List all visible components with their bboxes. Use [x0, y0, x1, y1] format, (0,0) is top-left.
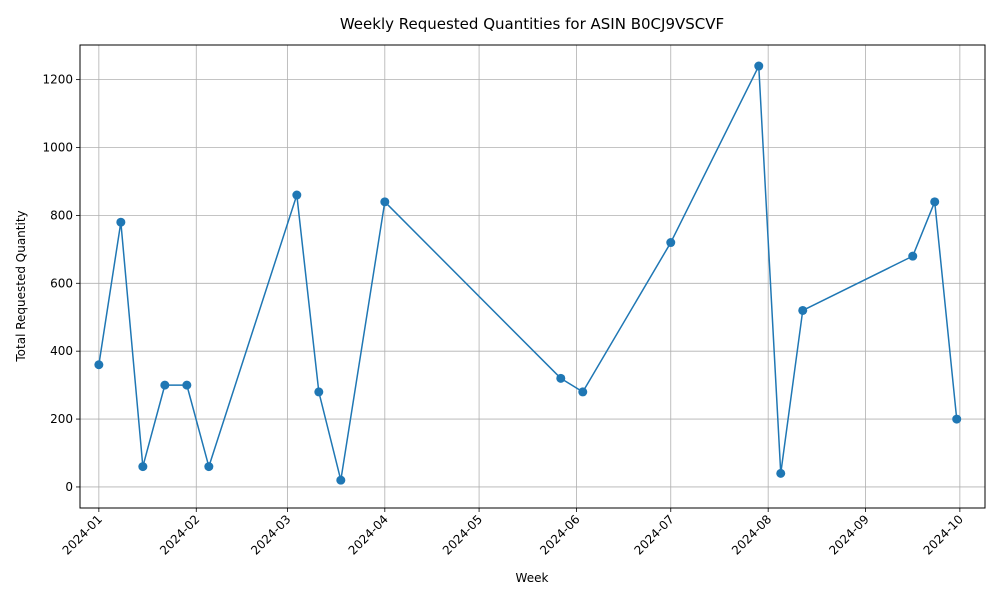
data-point — [908, 251, 918, 261]
y-tick-label: 800 — [50, 208, 73, 222]
data-point — [94, 360, 104, 370]
data-point — [776, 468, 786, 478]
y-tick-label: 200 — [50, 412, 73, 426]
data-point — [666, 238, 676, 248]
data-point — [798, 305, 808, 315]
data-point — [952, 414, 962, 424]
plot-frame — [79, 44, 986, 509]
y-tick-label: 600 — [50, 276, 73, 290]
data-point — [116, 217, 126, 227]
x-axis-label: Week — [516, 571, 549, 585]
data-point — [314, 387, 324, 397]
y-tick-label: 1200 — [42, 73, 73, 87]
data-point — [182, 380, 192, 390]
data-point — [336, 475, 346, 485]
data-point — [556, 373, 566, 383]
y-tick-label: 400 — [50, 344, 73, 358]
data-point — [380, 197, 390, 207]
data-point — [160, 380, 170, 390]
y-axis-label: Total Requested Quantity — [14, 210, 28, 362]
data-point — [578, 387, 588, 397]
data-point — [930, 197, 940, 207]
data-point — [204, 462, 214, 472]
y-tick-label: 1000 — [42, 141, 73, 155]
data-series — [94, 61, 962, 485]
data-point — [138, 462, 148, 472]
y-tick-label: 0 — [65, 480, 73, 494]
grid — [80, 45, 985, 508]
data-point — [754, 61, 764, 71]
chart-title: Weekly Requested Quantities for ASIN B0C… — [340, 15, 724, 33]
data-point — [292, 190, 302, 200]
